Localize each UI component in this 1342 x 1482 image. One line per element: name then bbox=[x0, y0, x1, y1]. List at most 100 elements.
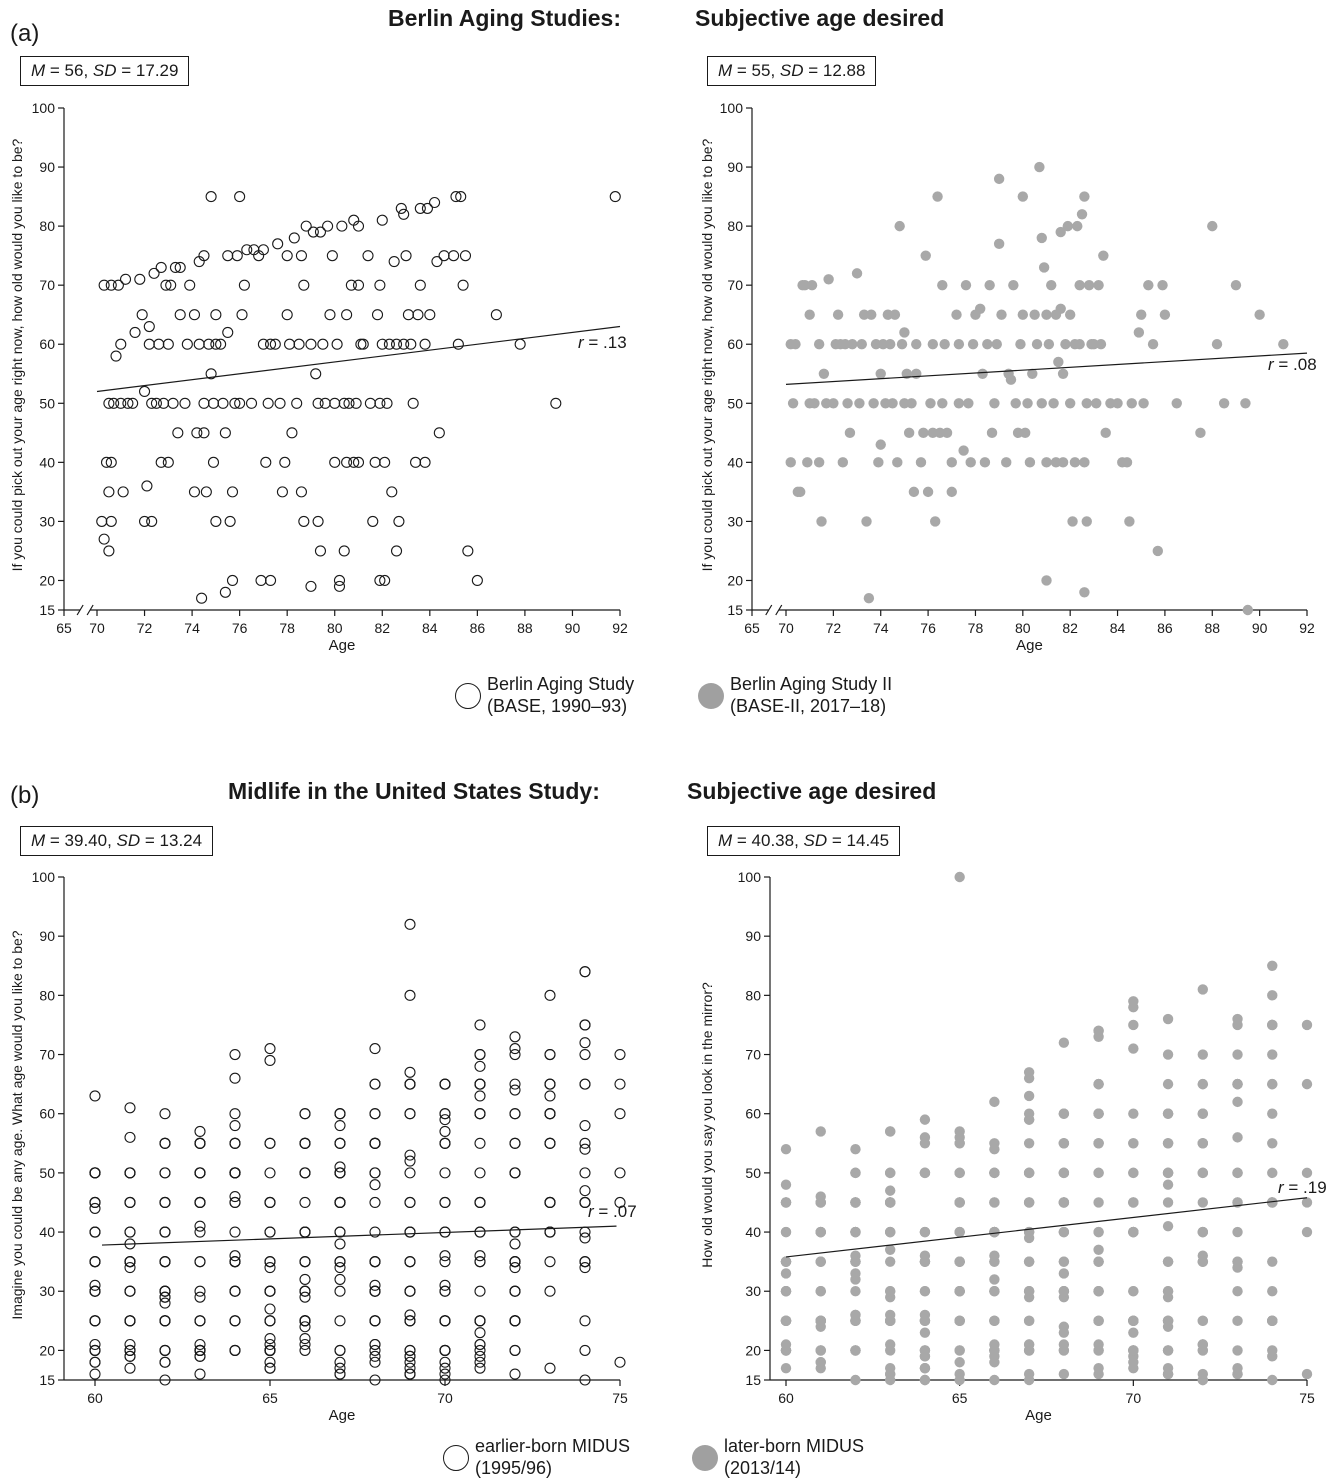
data-point bbox=[338, 397, 350, 409]
data-point bbox=[89, 1226, 101, 1238]
data-point bbox=[1017, 309, 1029, 320]
data-point bbox=[210, 515, 222, 527]
x-tick-label: 84 bbox=[1110, 620, 1126, 636]
data-point bbox=[329, 397, 341, 409]
x-tick-label: 88 bbox=[1204, 620, 1220, 636]
data-point bbox=[324, 309, 336, 321]
data-point bbox=[919, 1226, 931, 1238]
data-point bbox=[334, 1344, 346, 1356]
data-point bbox=[1232, 1286, 1243, 1297]
data-point bbox=[953, 398, 965, 409]
data-point bbox=[398, 208, 410, 220]
data-point bbox=[899, 327, 910, 338]
data-point bbox=[934, 427, 946, 439]
data-point bbox=[1147, 339, 1159, 350]
data-point bbox=[474, 1256, 486, 1268]
data-point bbox=[439, 1374, 451, 1386]
data-point bbox=[169, 261, 181, 274]
data-point bbox=[153, 338, 165, 350]
data-point bbox=[1058, 1368, 1070, 1380]
data-point bbox=[162, 338, 174, 350]
data-point bbox=[946, 457, 957, 468]
data-point bbox=[474, 1350, 486, 1362]
data-point bbox=[1093, 1025, 1104, 1037]
data-point bbox=[89, 1202, 101, 1214]
data-point bbox=[159, 1226, 171, 1238]
data-point bbox=[352, 220, 365, 232]
data-point bbox=[919, 1250, 931, 1261]
data-point bbox=[787, 398, 799, 409]
x-tick-label: 78 bbox=[279, 620, 295, 636]
correlation-label: r = .19 bbox=[1278, 1178, 1327, 1197]
data-point bbox=[305, 338, 317, 350]
data-point bbox=[932, 191, 943, 202]
data-point bbox=[194, 1220, 206, 1232]
data-point bbox=[181, 338, 193, 350]
data-point bbox=[89, 1338, 101, 1351]
data-point bbox=[334, 1356, 346, 1368]
panel-b-letter: (b) bbox=[10, 782, 40, 809]
data-point bbox=[364, 397, 376, 409]
data-point bbox=[404, 1309, 416, 1321]
data-point bbox=[419, 338, 431, 350]
data-point bbox=[295, 250, 307, 262]
data-point bbox=[395, 202, 407, 214]
data-point bbox=[1267, 1138, 1278, 1149]
data-point bbox=[134, 273, 146, 285]
data-point bbox=[404, 1356, 416, 1368]
data-point bbox=[984, 279, 995, 291]
legend-sublabel: (BASE, 1990–93) bbox=[487, 696, 628, 716]
x-tick-label: 60 bbox=[87, 1390, 103, 1406]
x-tick-label: 70 bbox=[1126, 1390, 1142, 1406]
data-point bbox=[1060, 339, 1071, 350]
data-point bbox=[579, 966, 591, 978]
stat-mean: 56 bbox=[64, 61, 84, 80]
legend-sublabel: (BASE-II, 2017–18) bbox=[730, 696, 887, 716]
data-point bbox=[1197, 1197, 1209, 1208]
data-point bbox=[89, 1368, 101, 1380]
data-point bbox=[110, 350, 122, 362]
data-point bbox=[509, 1084, 521, 1096]
data-point bbox=[579, 1256, 591, 1268]
data-point bbox=[191, 427, 203, 439]
data-point bbox=[352, 279, 365, 291]
data-point bbox=[1058, 1197, 1070, 1208]
data-point bbox=[196, 592, 208, 604]
data-point bbox=[1197, 1078, 1209, 1090]
data-point bbox=[1058, 1268, 1070, 1279]
data-point bbox=[224, 515, 236, 527]
data-point bbox=[1138, 398, 1149, 409]
data-point bbox=[579, 1037, 591, 1049]
data-point bbox=[1162, 1197, 1174, 1208]
data-point bbox=[1162, 1108, 1174, 1119]
data-point bbox=[1267, 1345, 1278, 1356]
data-point bbox=[124, 1338, 136, 1351]
data-point bbox=[1058, 1037, 1070, 1048]
data-point bbox=[1232, 1226, 1243, 1238]
data-point bbox=[229, 1226, 241, 1238]
data-point bbox=[579, 1196, 591, 1209]
data-point bbox=[439, 1256, 451, 1268]
data-point bbox=[124, 1362, 136, 1374]
data-point bbox=[299, 1226, 311, 1238]
data-point bbox=[509, 1043, 521, 1055]
y-tick-label: 60 bbox=[745, 1106, 761, 1122]
panel-b-title-left: Midlife in the United States Study: bbox=[228, 778, 600, 804]
data-point bbox=[159, 1344, 171, 1356]
data-point bbox=[927, 427, 939, 439]
x-tick-label: 70 bbox=[778, 620, 794, 636]
data-point bbox=[1301, 1019, 1313, 1031]
data-point bbox=[462, 545, 474, 557]
data-point bbox=[108, 397, 120, 409]
data-point bbox=[1197, 1049, 1209, 1060]
data-point bbox=[1267, 1197, 1278, 1208]
data-point bbox=[143, 320, 155, 333]
data-point bbox=[1046, 279, 1057, 291]
data-point bbox=[989, 1197, 1000, 1208]
data-point bbox=[474, 1137, 486, 1149]
data-point bbox=[875, 439, 886, 450]
y-tick-label: 50 bbox=[727, 395, 743, 411]
data-point bbox=[509, 1315, 521, 1327]
data-point bbox=[200, 486, 212, 498]
y-axis-title: If you could pick out your age right now… bbox=[699, 138, 715, 571]
